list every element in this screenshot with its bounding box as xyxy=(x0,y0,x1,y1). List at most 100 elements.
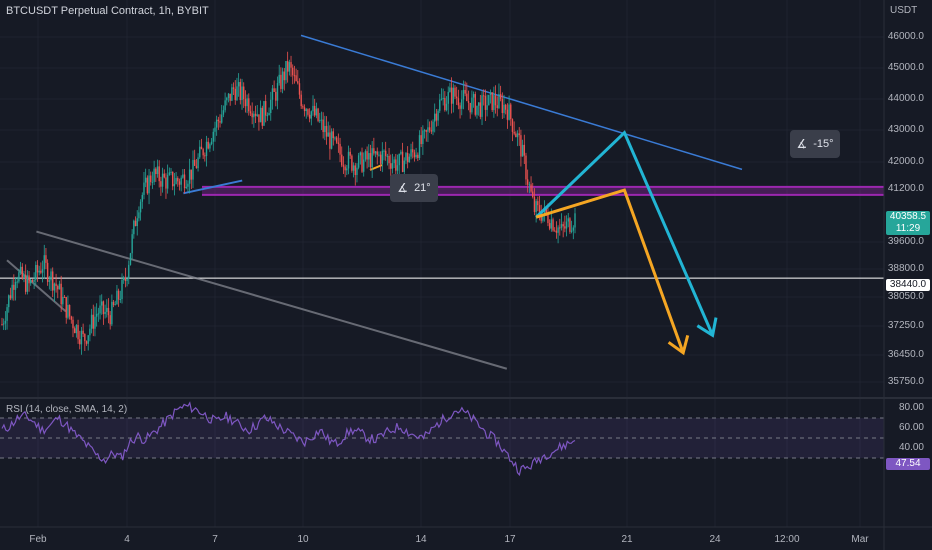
long-gray-trendline[interactable] xyxy=(36,230,508,370)
candle xyxy=(347,145,350,175)
candle xyxy=(143,171,145,200)
candle xyxy=(232,82,235,96)
candle xyxy=(423,128,426,139)
candle xyxy=(293,65,296,84)
candle xyxy=(312,95,314,116)
rsi-indicator-label[interactable]: RSI (14, close, SMA, 14, 2) xyxy=(6,404,128,415)
symbol-title[interactable]: BTCUSDT Perpetual Contract, 1h, BYBIT xyxy=(6,5,209,17)
candle xyxy=(116,284,118,305)
short-gray-trendline[interactable] xyxy=(6,259,67,313)
candle xyxy=(452,83,455,113)
candle xyxy=(472,91,475,108)
projection-orange[interactable] xyxy=(535,188,685,354)
candle xyxy=(244,90,247,113)
candle xyxy=(506,103,509,129)
candle xyxy=(302,104,304,110)
candle xyxy=(200,138,203,150)
candle xyxy=(185,179,187,190)
price-tick-label: 37250.0 xyxy=(887,320,924,331)
candle xyxy=(339,137,341,163)
candle xyxy=(94,306,96,337)
time-tick-label: 24 xyxy=(709,534,721,545)
candle xyxy=(384,141,387,161)
candle xyxy=(236,77,238,102)
candle xyxy=(117,288,120,307)
candle xyxy=(101,294,103,315)
time-tick-label: 4 xyxy=(124,534,130,545)
candle xyxy=(205,135,208,167)
candle xyxy=(386,153,389,166)
candle xyxy=(33,272,35,290)
candle xyxy=(193,149,196,167)
candle xyxy=(202,147,204,159)
candle xyxy=(175,171,177,185)
candle xyxy=(163,169,165,179)
candle xyxy=(2,318,5,330)
candle xyxy=(273,80,275,93)
candle xyxy=(508,95,510,121)
candle xyxy=(251,102,253,125)
angle-value: 21° xyxy=(414,182,431,194)
candle xyxy=(214,121,216,142)
candle xyxy=(263,100,265,126)
candle xyxy=(462,80,465,110)
candle xyxy=(178,178,181,191)
candle xyxy=(373,137,375,156)
candle xyxy=(210,137,213,146)
candle xyxy=(430,120,433,135)
candle xyxy=(521,139,524,157)
candle xyxy=(450,77,453,114)
candle xyxy=(129,252,132,266)
candle xyxy=(479,94,482,120)
projection-cyan[interactable] xyxy=(535,130,714,336)
candle xyxy=(144,168,147,188)
candle xyxy=(305,108,307,119)
angle-label-right[interactable]: ∡ -15° xyxy=(790,130,840,158)
angle-label-left[interactable]: ∡ 21° xyxy=(390,174,438,202)
candle xyxy=(535,198,537,223)
price-tick-label: 43000.0 xyxy=(887,124,924,135)
candle xyxy=(229,93,231,106)
candle xyxy=(417,152,419,162)
candle xyxy=(139,199,142,221)
candle xyxy=(432,119,434,136)
candle xyxy=(477,102,480,116)
candle xyxy=(124,267,127,288)
level-price-tag: 38440.0 xyxy=(886,279,930,291)
candle xyxy=(344,164,346,178)
rsi-line xyxy=(1,401,576,477)
candle xyxy=(515,131,517,138)
resistance-zone xyxy=(0,185,884,279)
resistance-zone-fill[interactable] xyxy=(202,186,884,195)
candle xyxy=(437,109,439,126)
candle xyxy=(215,115,218,136)
candle xyxy=(58,280,61,290)
candle xyxy=(271,84,274,110)
candle xyxy=(63,295,66,298)
price-tick-label: 36450.0 xyxy=(887,349,924,360)
short-trendline[interactable] xyxy=(183,179,243,195)
candle xyxy=(292,64,294,85)
candle xyxy=(459,102,461,119)
candle xyxy=(70,315,73,324)
candle xyxy=(72,316,74,338)
current-price-value: 40358.5 xyxy=(889,211,927,222)
candle xyxy=(341,146,343,168)
candle xyxy=(16,276,18,289)
candle xyxy=(79,330,81,350)
candle xyxy=(352,162,355,178)
candle xyxy=(48,275,51,290)
candle xyxy=(46,259,49,286)
currency-label[interactable]: USDT xyxy=(890,5,918,16)
candle xyxy=(21,263,23,280)
candle xyxy=(97,307,100,322)
candle xyxy=(376,147,378,165)
candle xyxy=(562,221,564,238)
price-tick-label: 38050.0 xyxy=(887,291,924,302)
candle xyxy=(483,89,485,106)
candle xyxy=(351,154,353,173)
candle xyxy=(552,217,554,232)
candle xyxy=(405,151,407,165)
descending-trendline[interactable] xyxy=(300,34,743,171)
